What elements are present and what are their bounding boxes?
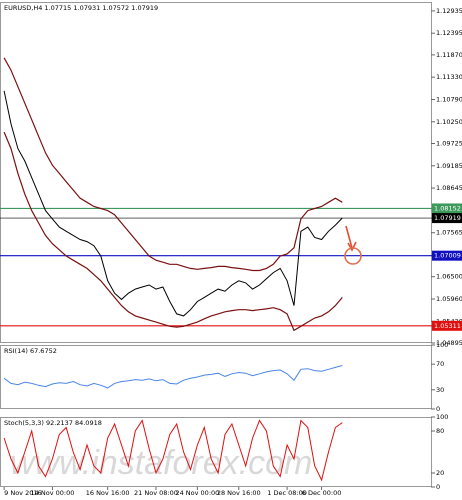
y-tick-label: 70 [436, 360, 444, 368]
level-label-box [432, 203, 462, 214]
y-tick-label: 1.09185 [436, 162, 462, 170]
y-tick-label: 20 [436, 469, 444, 477]
annotation [344, 225, 362, 265]
highlight-circle [344, 247, 362, 265]
arrow-head [347, 241, 357, 252]
x-tick-label: 6 Dec 00:00 [302, 489, 342, 497]
level-label-box [432, 320, 462, 331]
y-tick-label: 100 [436, 341, 448, 349]
y-tick-label: 30 [436, 386, 444, 394]
y-tick-label: 1.04895 [436, 339, 462, 347]
x-tick-label: 9 Nov 2016 [4, 489, 42, 497]
level-label-box [432, 250, 462, 261]
x-tick-label: 24 Nov 00:00 [175, 489, 219, 497]
series-line [3, 365, 343, 389]
panel-frame [0, 417, 432, 487]
panel-title: EURUSD,H4 1.07715 1.07931 1.07572 1.0791… [4, 4, 158, 12]
level-label: 1.05311 [434, 322, 461, 330]
y-tick-label: 1.09725 [436, 139, 462, 147]
x-tick-label: 28 Nov 16:00 [217, 489, 261, 497]
panel-title: Stoch(5,3,3) 92.2137 84.0918 [4, 419, 102, 427]
x-tick-label: 16 Nov 16:00 [86, 489, 130, 497]
series-line [3, 419, 343, 482]
y-tick-label: 1.11330 [436, 73, 462, 81]
x-tick-label: 1 Dec 08:00 [267, 489, 307, 497]
series-line [3, 131, 343, 332]
y-tick-label: 0 [436, 483, 440, 491]
series-line [3, 90, 343, 317]
y-tick-label: 80 [436, 427, 444, 435]
y-tick-label: 1.12395 [436, 29, 462, 37]
y-tick-label: 0 [436, 405, 440, 413]
y-tick-label: 1.05960 [436, 295, 462, 303]
y-tick-label: 1.10250 [436, 118, 462, 126]
x-tick-label: 21 Nov 08:00 [134, 489, 178, 497]
x-tick-label: 14 Nov 00:00 [31, 489, 75, 497]
panel-frame [0, 345, 432, 409]
y-tick-label: 1.08645 [436, 184, 462, 192]
level-label: 1.07919 [434, 214, 461, 222]
series-line [3, 57, 343, 272]
panel-title: RSI(14) 67.6752 [4, 347, 57, 355]
y-tick-label: 1.11870 [436, 51, 462, 59]
y-tick-label: 1.10790 [436, 95, 462, 103]
level-label: 1.08152 [434, 204, 461, 212]
panel-frame [0, 2, 432, 343]
y-tick-label: 1.07565 [436, 229, 462, 237]
y-tick-label: 1.06500 [436, 273, 462, 281]
arrow [345, 225, 353, 249]
level-label-box [432, 213, 462, 224]
level-label: 1.07009 [434, 252, 461, 260]
y-tick-label: 100 [436, 413, 448, 421]
y-tick-label: 1.12935 [436, 7, 462, 15]
